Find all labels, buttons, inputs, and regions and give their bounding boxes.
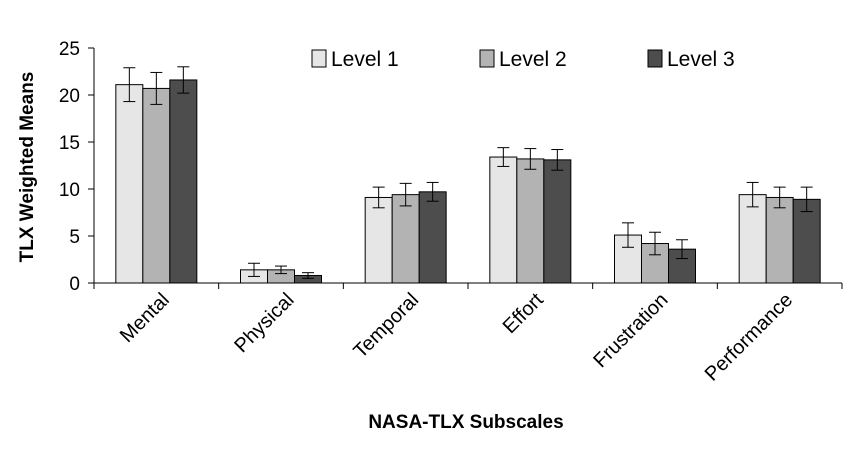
bar-effort-level-1 — [489, 156, 518, 284]
y-axis-title: TLX Weighted Means — [17, 72, 38, 263]
legend-label: Level 2 — [499, 48, 567, 71]
x-category-label-physical: Physical — [230, 289, 298, 357]
x-axis-title: NASA-TLX Subscales — [368, 412, 563, 433]
error-bar-physical-level-3 — [302, 272, 314, 279]
error-bar-performance-level-1 — [746, 181, 759, 208]
x-category-label-temporal: Temporal — [349, 289, 423, 363]
bar-effort-level-3 — [543, 159, 572, 284]
y-tick-label: 5 — [69, 227, 80, 248]
error-bar-effort-level-1 — [497, 147, 510, 167]
bar-temporal-level-2 — [391, 194, 420, 284]
error-bar-mental-level-3 — [177, 66, 190, 94]
error-bar-temporal-level-2 — [399, 182, 412, 207]
y-tick-label: 15 — [59, 133, 80, 154]
legend-item-level-1: Level 1 — [311, 48, 399, 71]
error-bar-performance-level-2 — [773, 186, 786, 209]
x-category-label-performance: Performance — [701, 289, 798, 386]
bar-temporal-level-3 — [418, 191, 447, 284]
x-category-label-effort: Effort — [499, 289, 548, 338]
legend: Level 1 Level 2 Level 3 — [311, 48, 735, 71]
y-tick-label: 20 — [59, 86, 80, 107]
bar-performance-level-3 — [792, 198, 821, 284]
bar-performance-level-2 — [765, 196, 794, 284]
legend-label: Level 3 — [667, 48, 735, 71]
legend-swatch — [647, 49, 663, 68]
error-bar-effort-level-2 — [524, 148, 537, 170]
error-bar-physical-level-1 — [248, 262, 260, 277]
error-bar-performance-level-3 — [800, 186, 813, 213]
bar-mental-level-3 — [169, 79, 198, 284]
y-tick-label: 25 — [59, 39, 80, 60]
bar-temporal-level-1 — [364, 196, 393, 284]
y-tick-label: 0 — [69, 274, 80, 295]
error-bar-mental-level-1 — [123, 67, 136, 103]
bar-effort-level-2 — [516, 158, 545, 284]
bar-performance-level-1 — [738, 194, 767, 284]
error-bar-frustration-level-3 — [676, 239, 688, 260]
x-category-label-frustration: Frustration — [589, 289, 672, 372]
bar-mental-level-1 — [115, 84, 144, 284]
plot-area — [115, 66, 821, 284]
y-tick-label: 10 — [59, 180, 80, 201]
error-bar-frustration-level-2 — [649, 231, 661, 256]
error-bar-effort-level-3 — [551, 149, 564, 171]
legend-label: Level 1 — [331, 48, 399, 71]
error-bar-physical-level-2 — [275, 265, 287, 275]
legend-item-level-3: Level 3 — [647, 48, 735, 71]
legend-swatch — [479, 49, 495, 68]
x-category-label-mental: Mental — [116, 289, 174, 347]
bar-mental-level-2 — [142, 87, 171, 284]
error-bar-temporal-level-1 — [372, 186, 385, 209]
error-bar-mental-level-2 — [150, 71, 163, 105]
x-axis: Mental Physical Temporal Effort Frustration P… — [93, 282, 843, 386]
legend-swatch — [311, 49, 327, 68]
legend-item-level-2: Level 2 — [479, 48, 567, 71]
error-bar-temporal-level-3 — [426, 181, 439, 202]
y-axis: 0 5 10 15 20 25 — [59, 39, 95, 295]
error-bar-frustration-level-1 — [622, 222, 634, 248]
